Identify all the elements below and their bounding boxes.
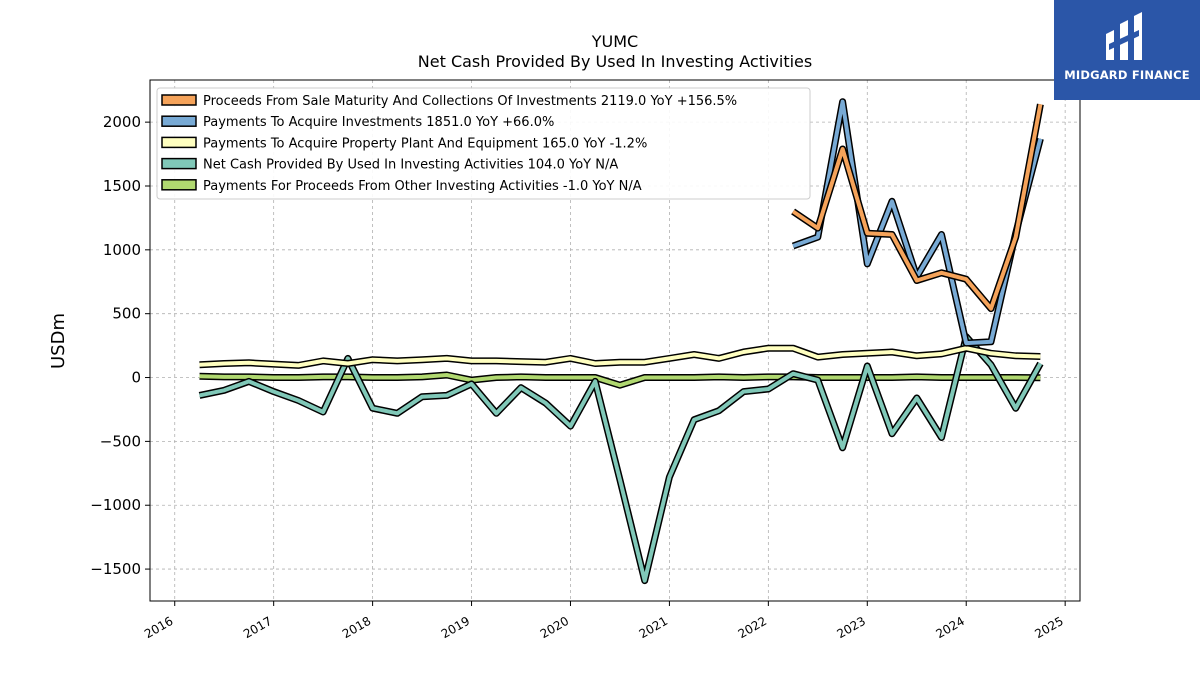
y-tick-label: −1500 — [90, 560, 141, 578]
midgard-finance-logo: MIDGARD FINANCE — [1054, 0, 1200, 100]
legend-entry-label: Net Cash Provided By Used In Investing A… — [203, 158, 618, 173]
logo-mark-icon — [1106, 12, 1142, 60]
x-tick-label: 2018 — [340, 614, 373, 641]
y-tick-label: 0 — [131, 369, 141, 387]
legend-swatch — [161, 94, 197, 106]
y-tick-label: 2000 — [103, 113, 141, 131]
series-line-payments-to-acquire-investments — [792, 99, 1043, 346]
legend-entry-label: Payments To Acquire Property Plant And E… — [203, 136, 647, 151]
y-tick-label: −500 — [100, 432, 141, 450]
chart-title: YUMC — [591, 32, 638, 51]
logo-text: MIDGARD FINANCE — [1064, 68, 1190, 82]
x-tick-label: 2016 — [142, 614, 175, 641]
legend-swatch — [161, 179, 197, 191]
legend-entry-label: Proceeds From Sale Maturity And Collecti… — [203, 94, 737, 109]
y-tick-label: −1000 — [90, 496, 141, 514]
series-line-proceeds-from-sale-maturity-and-collections-of-investments — [791, 103, 1043, 311]
series-line-net-cash-provided-by-used-in-investing-activities — [199, 334, 1043, 583]
plot-frame — [149, 79, 1081, 602]
y-tick-label: 1500 — [103, 177, 141, 195]
chart-subtitle: Net Cash Provided By Used In Investing A… — [418, 52, 812, 71]
legend-swatch — [161, 115, 197, 127]
x-tick-label: 2022 — [736, 614, 769, 641]
legend-swatch — [161, 136, 197, 149]
series-outline-net-cash-provided-by-used-in-investing-activities — [198, 333, 1044, 585]
legend-box — [156, 87, 811, 200]
x-tick-label: 2020 — [538, 614, 571, 641]
x-axis-ticks: 2016 2017 2018 2019 2020 2021 2022 2023 2024 2025 — [142, 601, 1066, 641]
legend-entry-label: Payments To Acquire Investments 1851.0 Y… — [203, 115, 554, 130]
x-tick-label: 2017 — [241, 614, 274, 641]
y-tick-label: 500 — [112, 305, 141, 323]
x-tick-label: 2025 — [1032, 614, 1065, 641]
series-line-payments-to-acquire-property-plant-and-equipment — [199, 346, 1041, 368]
series-lines — [198, 98, 1044, 585]
legend-entry-label: Payments For Proceeds From Other Investi… — [203, 179, 642, 194]
x-tick-label: 2019 — [439, 614, 472, 641]
x-tick-label: 2021 — [637, 614, 670, 641]
series-outline-payments-to-acquire-investments — [791, 98, 1044, 347]
legend-swatch — [161, 157, 197, 170]
x-tick-label: 2023 — [835, 614, 868, 641]
legend: Proceeds From Sale Maturity And Collecti… — [156, 87, 811, 200]
x-tick-label: 2024 — [933, 614, 966, 641]
y-tick-label: 1000 — [103, 241, 141, 259]
y-axis-label: USDm — [48, 313, 69, 369]
y-axis-ticks: −1500 −1000 −500 0 500 1000 1500 2000 — [90, 113, 150, 578]
